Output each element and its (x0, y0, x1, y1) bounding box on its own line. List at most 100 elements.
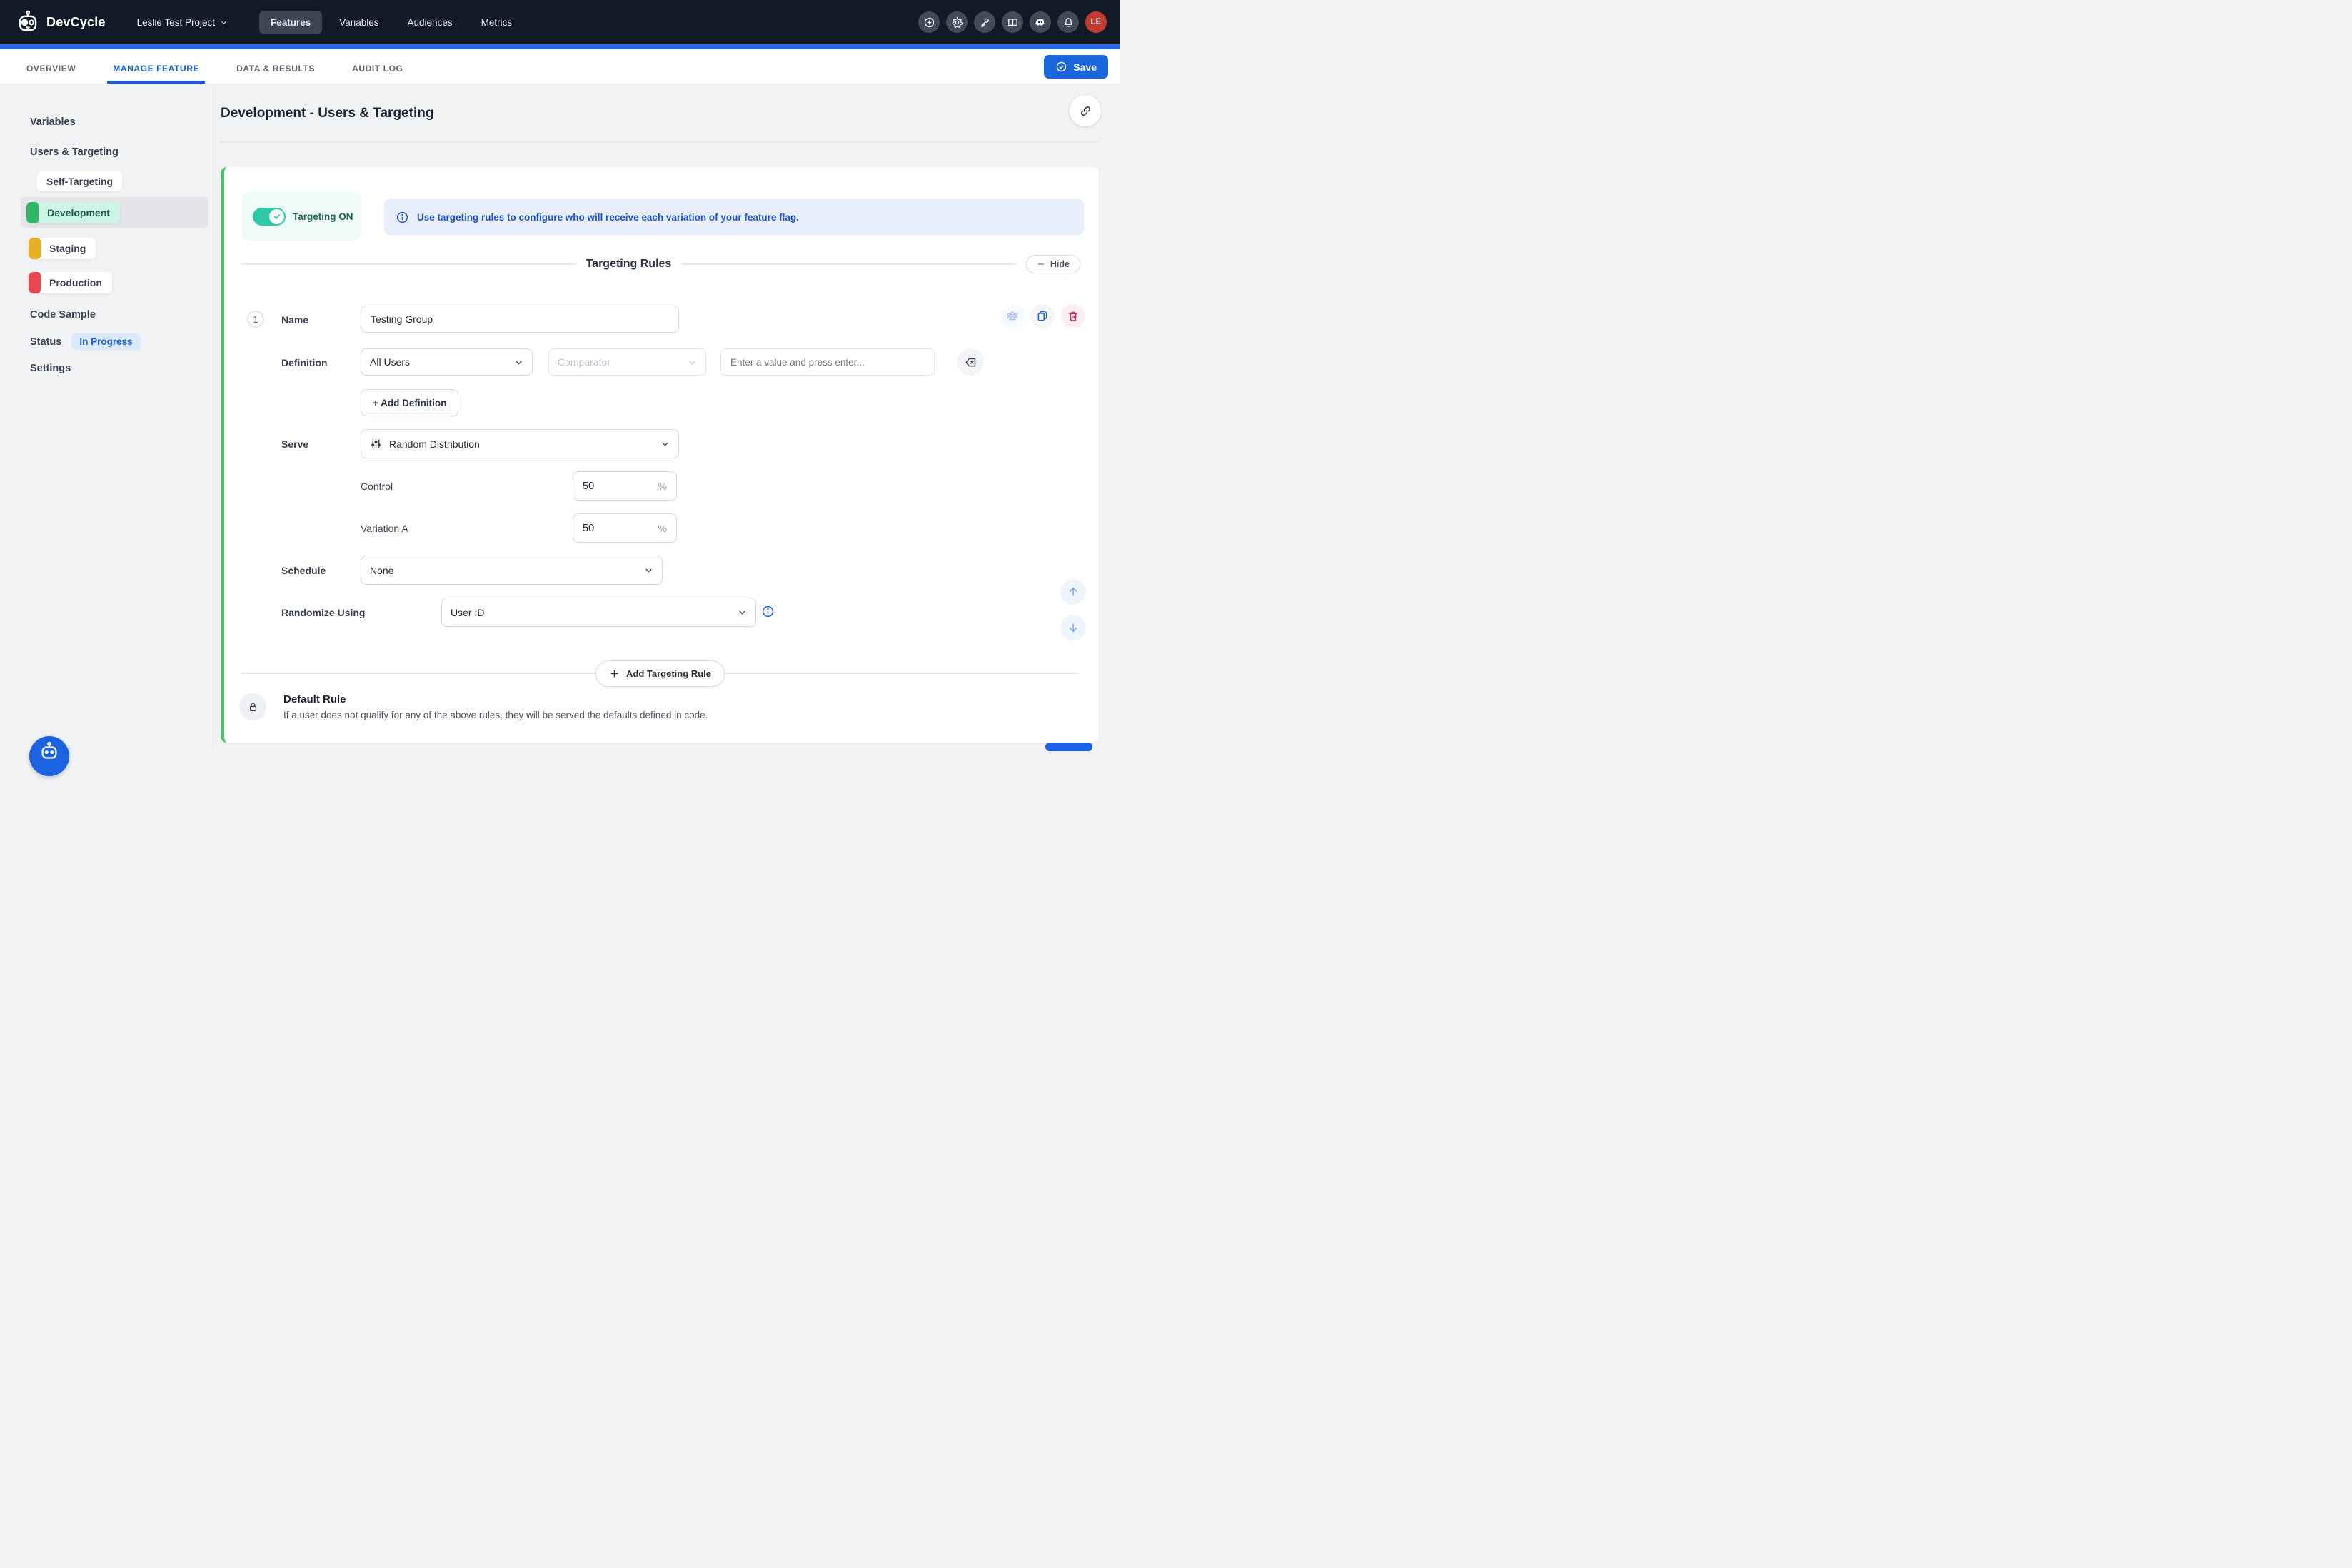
info-banner: Use targeting rules to configure who wil… (384, 199, 1084, 235)
divider-line (241, 263, 576, 265)
default-rule-description: If a user does not qualify for any of th… (283, 710, 708, 720)
sidebar-item-users-targeting[interactable]: Users & Targeting (30, 146, 119, 158)
add-definition-button[interactable]: + Add Definition (361, 389, 459, 416)
api-keys-button[interactable] (974, 11, 995, 33)
distribution-row-label: Control (361, 481, 393, 492)
tab-data-results[interactable]: DATA & RESULTS (236, 64, 316, 74)
schedule-select[interactable]: None (361, 556, 663, 585)
save-button[interactable]: Save (1044, 55, 1108, 79)
divider-line (724, 673, 1079, 674)
notifications-button[interactable] (1057, 11, 1079, 33)
randomize-using-select[interactable]: User ID (441, 598, 756, 627)
robot-chat-icon (41, 741, 57, 759)
distribution-sliders-icon (371, 439, 381, 448)
clear-definition-button[interactable] (957, 348, 984, 376)
distribution-percent-field: % (573, 513, 677, 543)
chevron-down-icon (662, 442, 668, 446)
env-color-production (29, 272, 41, 293)
top-navbar: DevCycle Leslie Test Project Features Va… (0, 0, 1120, 44)
discord-button[interactable] (1030, 11, 1051, 33)
move-rule-up-button[interactable] (1060, 579, 1086, 605)
support-chat-widget[interactable] (29, 736, 69, 776)
nav-item-variables[interactable]: Variables (339, 16, 379, 28)
check-circle-icon (1057, 61, 1067, 72)
add-rule-divider: Add Targeting Rule (241, 659, 1079, 688)
bell-icon (1064, 17, 1072, 27)
link-icon (1080, 106, 1090, 116)
main-panel: Development - Users & Targeting Targetin… (213, 84, 1120, 746)
robot-logo-icon (19, 10, 37, 31)
duplicate-rule-button[interactable] (1030, 304, 1055, 328)
add-circle-button[interactable] (918, 11, 940, 33)
default-rule-title: Default Rule (283, 693, 346, 705)
arrow-down-icon (1069, 623, 1077, 633)
nav-item-metrics[interactable]: Metrics (481, 16, 513, 28)
tab-overview[interactable]: OVERVIEW (26, 64, 76, 74)
tab-manage-feature[interactable]: MANAGE FEATURE (107, 64, 205, 84)
divider-line (681, 263, 1016, 265)
targeting-toggle[interactable] (253, 207, 286, 226)
control-percentage-input[interactable] (583, 480, 633, 492)
sidebar-status-row: Status In Progress (17, 327, 196, 356)
comparator-select[interactable]: Comparator (548, 348, 706, 376)
move-rule-down-button[interactable] (1060, 615, 1086, 640)
bottom-right-widget-peek[interactable] (1045, 743, 1092, 751)
divider-line (241, 673, 596, 674)
users-icon (1007, 311, 1018, 321)
delete-rule-button[interactable] (1061, 304, 1085, 328)
definition-label: Definition (281, 357, 328, 368)
distribution-percent-field: % (573, 471, 677, 501)
nav-item-features[interactable]: Features (258, 10, 323, 34)
chevron-down-icon (221, 21, 227, 24)
minus-icon (1037, 263, 1044, 265)
avatar[interactable]: LE (1085, 11, 1107, 33)
sidebar-item-self-targeting[interactable]: Self-Targeting (37, 171, 123, 191)
rule-number-badge: 1 (247, 311, 264, 328)
trash-icon (1069, 311, 1077, 321)
distribution-row-label: Variation A (361, 523, 408, 534)
docs-button[interactable] (1002, 11, 1023, 33)
lock-icon (249, 703, 256, 711)
sidebar-env-production[interactable]: Production (24, 268, 196, 297)
randomize-using-label: Randomize Using (281, 607, 366, 618)
tab-audit-log[interactable]: AUDIT LOG (352, 64, 403, 74)
info-icon (396, 211, 408, 223)
sidebar-item-settings[interactable]: Settings (30, 363, 71, 374)
name-label: Name (281, 314, 309, 326)
devcycle-logo[interactable]: DevCycle (16, 10, 106, 34)
status-label: Status (30, 336, 62, 348)
settings-button[interactable] (946, 11, 968, 33)
add-targeting-rule-button[interactable]: Add Targeting Rule (595, 660, 725, 687)
targeting-rules-title: Targeting Rules (586, 258, 672, 270)
backspace-icon (965, 358, 975, 366)
audience-select[interactable]: All Users (361, 348, 533, 376)
targeting-toggle-wrap: Targeting ON (242, 192, 361, 241)
definition-value-input[interactable] (720, 348, 935, 376)
schedule-label: Schedule (281, 565, 326, 576)
randomize-info-icon[interactable] (761, 605, 775, 618)
info-banner-text: Use targeting rules to configure who wil… (417, 211, 799, 223)
percent-suffix: % (658, 480, 667, 492)
serve-select[interactable]: Random Distribution (361, 429, 679, 458)
sidebar-item-code-sample[interactable]: Code Sample (30, 309, 96, 321)
page-title: Development - Users & Targeting (221, 106, 434, 121)
brand-name: DevCycle (46, 14, 106, 29)
hide-rules-button[interactable]: Hide (1025, 255, 1080, 273)
primary-nav: Features Variables Audiences Metrics (258, 10, 523, 34)
nav-item-audiences[interactable]: Audiences (407, 16, 453, 28)
rule-name-input[interactable] (361, 306, 679, 333)
sidebar-env-staging[interactable]: Staging (24, 234, 196, 263)
add-circle-icon (924, 17, 934, 27)
audience-users-button[interactable] (1000, 304, 1025, 328)
sidebar-env-development[interactable]: Development (21, 197, 208, 228)
serve-label: Serve (281, 438, 309, 450)
project-selector[interactable]: Leslie Test Project (130, 11, 235, 34)
arrow-up-icon (1069, 587, 1077, 596)
gear-icon (951, 16, 963, 28)
variation-a-percentage-input[interactable] (583, 522, 633, 534)
copy-link-button[interactable] (1070, 95, 1101, 126)
targeting-toggle-label: Targeting ON (293, 211, 353, 222)
env-color-development (26, 202, 39, 223)
chevron-down-icon (645, 568, 652, 573)
sidebar-item-variables[interactable]: Variables (30, 116, 76, 128)
